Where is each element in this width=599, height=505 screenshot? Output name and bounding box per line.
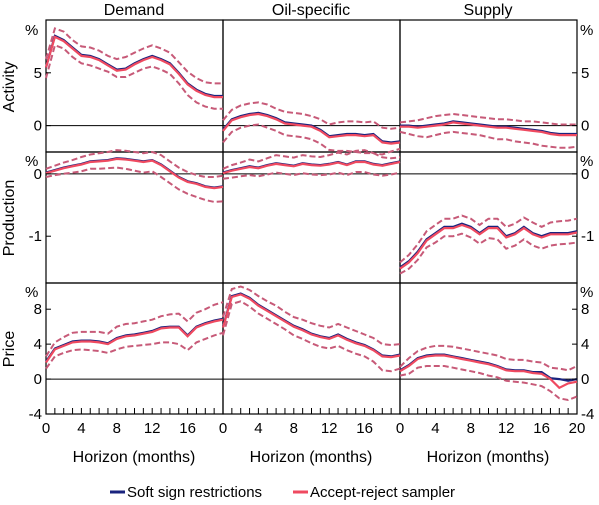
unit-label-production-right: % bbox=[580, 153, 593, 170]
x-tick-label-2-16: 16 bbox=[533, 420, 550, 437]
panel-demand-price bbox=[45, 282, 224, 415]
x-axis-label-supply: Horizon (months) bbox=[427, 449, 550, 466]
x-axis-label-demand: Horizon (months) bbox=[73, 449, 196, 466]
x-axis-label-oil-specific: Horizon (months) bbox=[250, 449, 373, 466]
panel-oil-specific-activity bbox=[222, 19, 401, 153]
series-band-upper-oil-specific-activity bbox=[222, 101, 401, 130]
x-tick-label-2-8: 8 bbox=[467, 420, 475, 437]
y-tick-label-left-0-1: 5 bbox=[34, 65, 42, 82]
y-tick-label-left-1-1: 0 bbox=[34, 166, 42, 183]
series-layer bbox=[44, 27, 578, 402]
x-tick-label-2-0: 0 bbox=[396, 420, 404, 437]
panel-oil-specific-production bbox=[222, 151, 401, 284]
row-title-activity: Activity bbox=[1, 62, 18, 113]
series-accept-reject-sampler-demand-production bbox=[45, 157, 224, 190]
series-band-upper-oil-specific-price bbox=[222, 285, 401, 347]
series-band-upper-supply-production bbox=[399, 214, 578, 264]
panel-supply-production bbox=[399, 151, 578, 284]
series-band-upper-supply-price bbox=[399, 344, 578, 372]
series-soft-sign-restrictions-oil-specific-price bbox=[221, 292, 401, 358]
series-band-lower-supply-activity bbox=[399, 130, 578, 149]
y-tick-label-right-2-0: -4 bbox=[581, 406, 594, 423]
legend-label-soft-sign-restrictions: Soft sign restrictions bbox=[127, 484, 262, 501]
x-tick-label-2-20: 20 bbox=[569, 420, 586, 437]
series-band-lower-demand-production bbox=[45, 166, 224, 203]
x-tick-label-1-0: 0 bbox=[219, 420, 227, 437]
series-band-lower-demand-activity bbox=[45, 43, 223, 110]
series-band-lower-supply-production bbox=[399, 232, 578, 275]
unit-label-activity-right: % bbox=[580, 22, 593, 39]
y-tick-label-right-2-3: 8 bbox=[581, 301, 589, 318]
series-band-lower-supply-price bbox=[399, 365, 578, 402]
series-soft-sign-restrictions-demand-price bbox=[45, 317, 224, 363]
x-tick-label-1-8: 8 bbox=[290, 420, 298, 437]
series-accept-reject-sampler-supply-activity bbox=[400, 121, 577, 137]
legend: Soft sign restrictions Accept-reject sam… bbox=[110, 484, 455, 501]
series-accept-reject-sampler-demand-price bbox=[45, 318, 224, 364]
series-band-upper-demand-production bbox=[45, 149, 224, 178]
x-tick-label-1-16: 16 bbox=[356, 420, 373, 437]
series-band-lower-demand-price bbox=[45, 331, 224, 370]
series-accept-reject-sampler-oil-specific-activity bbox=[222, 112, 401, 145]
series-band-upper-supply-activity bbox=[399, 112, 577, 126]
y-tick-label-left-2-0: -4 bbox=[29, 406, 42, 423]
x-tick-label-0-16: 16 bbox=[179, 420, 196, 437]
series-band-upper-demand-activity bbox=[45, 27, 223, 85]
column-title-oil-specific: Oil-specific bbox=[272, 2, 350, 19]
x-tick-label-0-4: 4 bbox=[77, 420, 85, 437]
y-tick-label-left-2-2: 4 bbox=[34, 336, 42, 353]
y-tick-label-right-0-1: 5 bbox=[581, 65, 589, 82]
panel-demand-activity bbox=[45, 19, 224, 153]
unit-label-price-left: % bbox=[25, 284, 38, 301]
y-tick-label-right-0-0: 0 bbox=[581, 118, 589, 135]
axes-layer: 0 4 8 12 16 0 4 8 12 16 0 4 8 12 16 200 05 5-1 -10 0-4 -40 04… bbox=[29, 65, 595, 437]
y-tick-label-left-0-0: 0 bbox=[34, 118, 42, 135]
series-band-upper-demand-price bbox=[45, 301, 224, 357]
y-tick-label-right-2-2: 4 bbox=[581, 336, 589, 353]
x-tick-label-2-4: 4 bbox=[431, 420, 439, 437]
series-accept-reject-sampler-oil-specific-price bbox=[221, 293, 401, 359]
y-tick-label-left-2-3: 8 bbox=[34, 301, 42, 318]
x-tick-label-0-12: 12 bbox=[144, 420, 161, 437]
x-tick-label-0-0: 0 bbox=[42, 420, 50, 437]
column-title-demand: Demand bbox=[104, 2, 164, 19]
row-title-price: Price bbox=[1, 331, 18, 368]
row-title-production: Production bbox=[1, 180, 18, 257]
x-tick-label-1-4: 4 bbox=[254, 420, 262, 437]
legend-label-accept-reject-sampler: Accept-reject sampler bbox=[310, 484, 455, 501]
series-soft-sign-restrictions-supply-price bbox=[399, 353, 578, 382]
y-tick-label-left-2-1: 0 bbox=[34, 371, 42, 388]
unit-label-price-right: % bbox=[580, 284, 593, 301]
series-accept-reject-sampler-supply-production bbox=[399, 223, 578, 270]
unit-label-production-left: % bbox=[25, 153, 38, 170]
series-band-lower-oil-specific-production bbox=[222, 171, 401, 180]
column-title-supply: Supply bbox=[464, 2, 513, 19]
y-tick-label-right-2-1: 0 bbox=[581, 371, 589, 388]
series-band-lower-oil-specific-price bbox=[222, 300, 401, 373]
x-tick-label-1-12: 12 bbox=[321, 420, 338, 437]
y-tick-label-right-1-1: 0 bbox=[581, 166, 589, 183]
series-band-upper-oil-specific-production bbox=[222, 147, 401, 170]
series-accept-reject-sampler-demand-activity bbox=[44, 35, 223, 99]
unit-label-activity-left: % bbox=[25, 22, 38, 39]
series-accept-reject-sampler-supply-price bbox=[399, 354, 578, 390]
x-tick-label-2-12: 12 bbox=[498, 420, 515, 437]
y-tick-label-left-1-0: -1 bbox=[29, 228, 42, 245]
series-accept-reject-sampler-oil-specific-production bbox=[222, 160, 401, 175]
y-tick-label-right-1-0: -1 bbox=[581, 228, 594, 245]
x-tick-label-0-8: 8 bbox=[113, 420, 121, 437]
series-soft-sign-restrictions-demand-activity bbox=[44, 34, 223, 98]
